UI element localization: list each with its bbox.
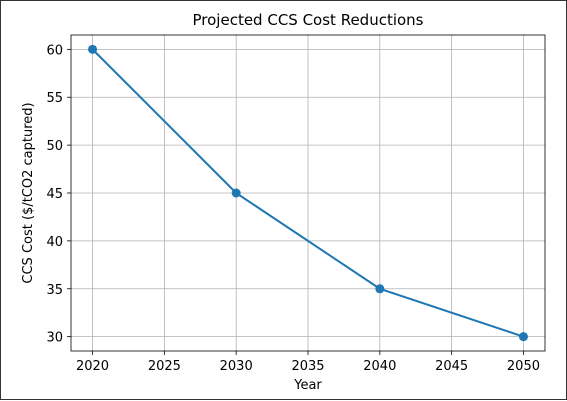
y-tick-label: 55 bbox=[46, 91, 63, 106]
x-tick-label: 2035 bbox=[291, 359, 324, 374]
x-tick-label: 2020 bbox=[76, 359, 109, 374]
chart-title: Projected CCS Cost Reductions bbox=[193, 11, 424, 29]
x-tick-label: 2025 bbox=[148, 359, 181, 374]
data-point bbox=[88, 44, 98, 54]
series-line bbox=[91, 48, 524, 338]
data-point bbox=[518, 332, 528, 342]
x-tick-label: 2040 bbox=[363, 359, 396, 374]
y-tick-label: 50 bbox=[46, 139, 63, 154]
y-tick-label: 35 bbox=[46, 283, 63, 298]
y-tick-label: 40 bbox=[46, 235, 63, 250]
y-tick-label: 45 bbox=[46, 187, 63, 202]
x-tick-label: 2050 bbox=[507, 359, 540, 374]
grid-lines bbox=[71, 35, 545, 351]
y-tick-label: 60 bbox=[46, 43, 63, 58]
x-tick-label: 2045 bbox=[435, 359, 468, 374]
data-point bbox=[375, 284, 385, 294]
data-point bbox=[231, 188, 241, 198]
x-tick-label: 2030 bbox=[220, 359, 253, 374]
series-layer bbox=[88, 44, 528, 342]
axis-ticks: 2020 2025 2030 2035 2040 2045 2050 30 35 40 45 50 55… bbox=[46, 43, 540, 374]
y-tick-label: 30 bbox=[46, 331, 63, 346]
x-axis-label: Year bbox=[293, 378, 322, 393]
y-axis-label: CCS Cost ($/tCO2 captured) bbox=[21, 102, 36, 283]
